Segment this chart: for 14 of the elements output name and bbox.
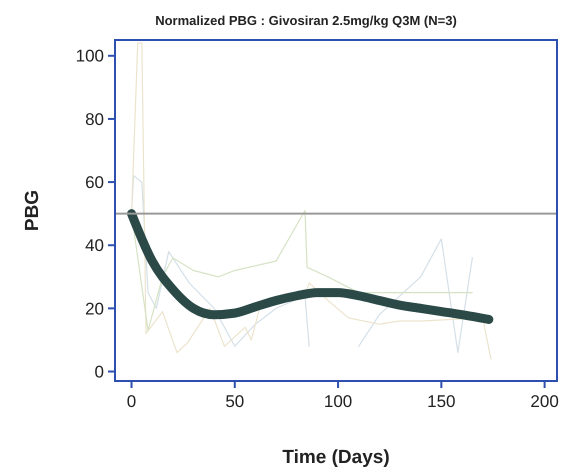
y-tick-label: 100 bbox=[76, 46, 104, 66]
y-tick-label: 40 bbox=[85, 236, 104, 256]
x-tick-label: 150 bbox=[427, 392, 456, 411]
x-tick-label: 200 bbox=[530, 392, 559, 411]
y-tick-label: 0 bbox=[94, 362, 104, 382]
x-tick-label: 0 bbox=[126, 392, 136, 411]
x-tick-label: 50 bbox=[225, 392, 244, 411]
y-axis-title: PBG bbox=[22, 190, 43, 232]
x-axis-title: Time (Days) bbox=[282, 447, 390, 468]
y-tick-label: 20 bbox=[85, 299, 104, 318]
y-tick-label: 60 bbox=[85, 173, 104, 192]
chart-title: Normalized PBG : Givosiran 2.5mg/kg Q3M (N=3) bbox=[155, 13, 457, 28]
x-tick-label: 100 bbox=[324, 392, 352, 411]
y-tick-label: 80 bbox=[85, 110, 104, 129]
